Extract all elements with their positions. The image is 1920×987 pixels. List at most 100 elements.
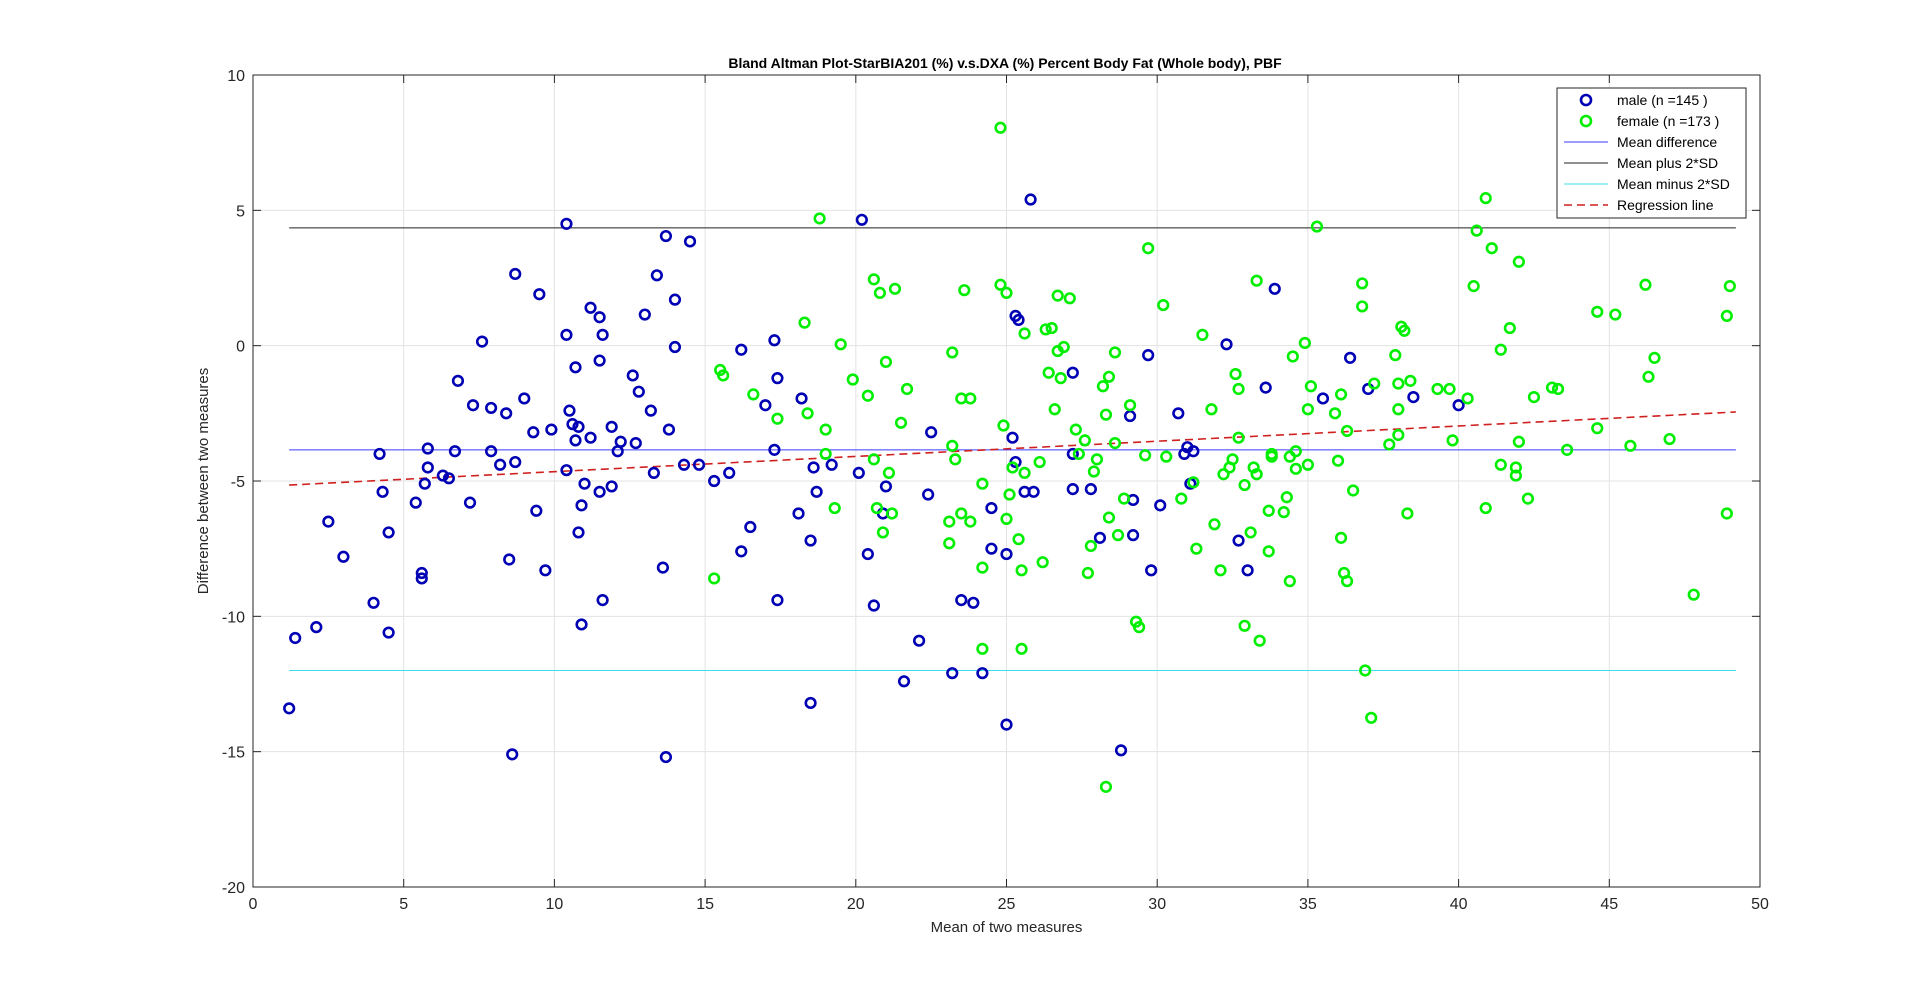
female-point [964, 392, 977, 405]
x-tick-label: 50 [1751, 896, 1769, 913]
y-axis-title: Difference between two measures [195, 368, 212, 595]
female-point [955, 507, 968, 520]
y-tick-label: 10 [227, 68, 245, 85]
female-point [1521, 492, 1535, 505]
male-point [509, 267, 522, 281]
male-point [409, 496, 422, 509]
y-tick-label: -5 [231, 474, 245, 491]
female-point [1334, 531, 1348, 544]
male-point [792, 507, 805, 520]
female-point [1720, 507, 1733, 520]
female-point [1431, 382, 1444, 396]
female-point [1359, 664, 1372, 677]
male-point [614, 435, 627, 448]
reference-lines [289, 227, 1736, 671]
male-point [1006, 431, 1019, 444]
male-point [1000, 718, 1013, 731]
female-point [1054, 372, 1067, 385]
male-point [1066, 447, 1079, 461]
legend: male (n =145 ) female (n =173 ) Mean diffe… [1556, 87, 1747, 219]
male-point [436, 469, 449, 482]
female-point [1214, 564, 1227, 577]
legend-label: Regression line [1617, 197, 1714, 213]
female-point [1000, 286, 1013, 299]
y-tick-label: -20 [222, 880, 245, 897]
male-point [596, 328, 609, 341]
female-point [1392, 428, 1405, 442]
female-point [1368, 377, 1381, 390]
female-point [879, 355, 893, 369]
male-point [656, 561, 670, 574]
female-point [1244, 526, 1257, 539]
female-point [1494, 343, 1507, 356]
female-point [882, 466, 896, 479]
female-point [1015, 642, 1028, 655]
male-point [1142, 349, 1155, 362]
female-point [846, 373, 859, 386]
female-point [1286, 350, 1299, 363]
female-point [900, 382, 914, 396]
female-point [1099, 408, 1113, 421]
female-point [1334, 388, 1348, 401]
legend-label: female (n =173 ) [1617, 113, 1719, 129]
female-point [1551, 382, 1565, 396]
male-point [283, 702, 296, 715]
legend-marker [1579, 93, 1593, 107]
x-tick-label: 30 [1148, 896, 1166, 913]
male-point [1232, 534, 1245, 547]
male-point [925, 426, 938, 439]
male-point [638, 308, 651, 321]
female-point [1639, 278, 1652, 291]
male-point [605, 420, 618, 433]
female-point [1190, 542, 1203, 555]
female-point [813, 212, 826, 225]
female-point [1365, 711, 1378, 724]
female-point [1208, 518, 1221, 531]
male-point [1220, 338, 1233, 351]
male-point [976, 667, 989, 680]
male-point [1407, 390, 1420, 404]
male-point [421, 461, 434, 474]
y-tick-label: -15 [222, 745, 245, 762]
female-point [1545, 381, 1559, 394]
male-point [569, 361, 582, 374]
female-point [1123, 399, 1137, 412]
male-point [518, 392, 531, 405]
female-point [1000, 512, 1013, 525]
male-point [451, 374, 465, 387]
female-point [1512, 435, 1525, 448]
female-point [1051, 289, 1064, 302]
male-point [683, 235, 697, 248]
female-point [949, 453, 962, 466]
male-point [1066, 366, 1079, 379]
female-point [1217, 468, 1230, 481]
male-point [584, 301, 597, 314]
female-point [1609, 308, 1622, 321]
x-axis-title: Mean of two measures [931, 919, 1083, 936]
female-point [798, 316, 811, 329]
female-point [1509, 469, 1522, 482]
male-point [744, 520, 757, 534]
female-point [1479, 192, 1492, 205]
male-point [566, 418, 579, 431]
female-point [1340, 424, 1354, 438]
female-point [1503, 321, 1516, 335]
female-point [1392, 403, 1405, 416]
chart-title: Bland Altman Plot-StarBIA201 (%) v.s.DXA… [728, 55, 1282, 71]
female-point [1238, 478, 1251, 492]
male-point [1343, 351, 1357, 364]
male-point [668, 293, 682, 306]
female-point [1561, 443, 1574, 456]
male-point [593, 311, 606, 324]
male-point [1084, 483, 1097, 496]
female-point [828, 501, 841, 515]
male-point [768, 334, 781, 347]
female-point [867, 453, 880, 466]
female-point [1398, 324, 1411, 337]
regression-line [289, 411, 1736, 486]
female-point [1642, 370, 1655, 383]
male-point [367, 596, 380, 609]
female-point [1298, 336, 1311, 350]
male-point [1316, 392, 1330, 405]
